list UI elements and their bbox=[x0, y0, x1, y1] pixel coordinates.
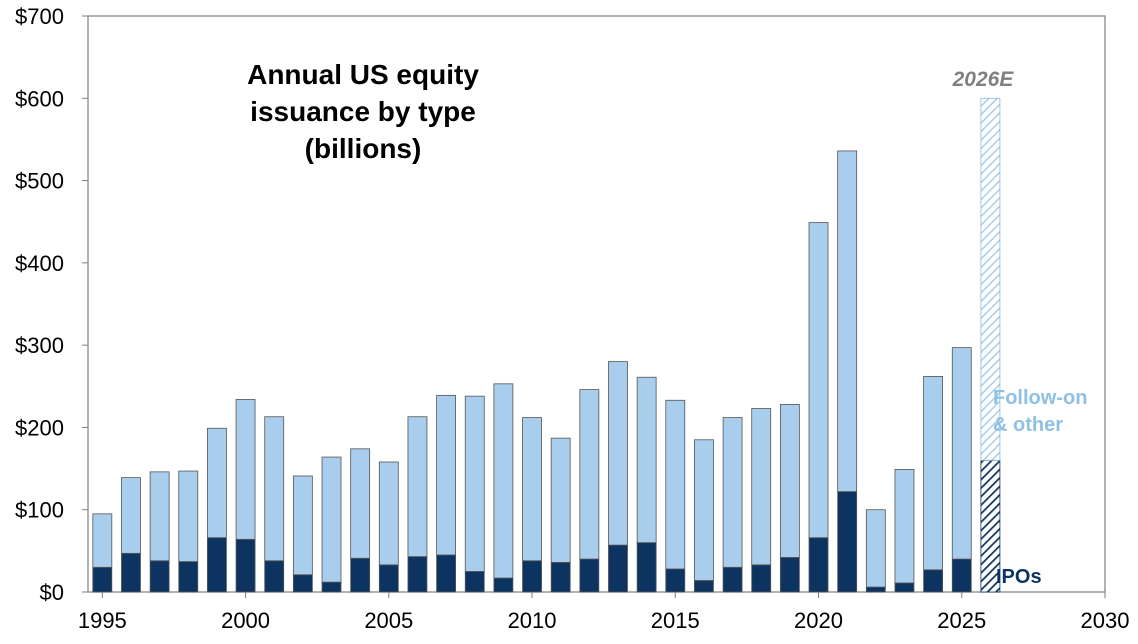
bar-follow-on-2006 bbox=[407, 416, 428, 558]
bar-follow-on-2017 bbox=[722, 417, 743, 568]
y-tick-label: $400 bbox=[15, 251, 64, 276]
bar-ipos-2021 bbox=[837, 491, 858, 593]
x-tick-label: 2025 bbox=[937, 608, 986, 633]
chart-title-line-2: issuance by type bbox=[250, 96, 476, 127]
estimate-label: 2026E bbox=[952, 68, 1015, 91]
y-axis: $0 $100 $200 $300 $400 $500 $600 $700 bbox=[15, 4, 88, 605]
bar-ipos-2015 bbox=[665, 568, 686, 593]
bar-follow-on-2011 bbox=[550, 437, 571, 563]
bar-ipos-2003 bbox=[321, 581, 342, 593]
y-tick-label: $0 bbox=[40, 580, 64, 605]
bar-ipos-2002 bbox=[292, 574, 313, 593]
bar-follow-on-2016 bbox=[694, 439, 714, 581]
bar-ipos-2016 bbox=[694, 580, 714, 593]
bar-follow-on-1997 bbox=[149, 471, 170, 562]
legend-ipos: IPOs bbox=[996, 566, 1042, 588]
bar-ipos-2022 bbox=[865, 586, 886, 593]
bar-follow-on-2024 bbox=[923, 376, 944, 571]
y-tick-label: $500 bbox=[15, 169, 64, 194]
y-tick-label: $300 bbox=[15, 333, 64, 358]
bar-ipos-2000 bbox=[235, 538, 256, 593]
bar-follow-on-2005 bbox=[378, 461, 399, 566]
y-tick-label: $700 bbox=[15, 4, 64, 29]
bar-follow-on-2018 bbox=[751, 408, 772, 566]
bar-follow-on-1996 bbox=[121, 477, 141, 554]
bar-follow-on-1995 bbox=[92, 513, 113, 568]
bar-follow-on-2022 bbox=[865, 509, 886, 588]
bars-group bbox=[92, 97, 1001, 593]
bar-ipos-2011 bbox=[550, 561, 571, 593]
bar-ipos-1998 bbox=[178, 561, 199, 593]
bar-follow-on-2007 bbox=[436, 394, 456, 556]
bar-follow-on-2000 bbox=[235, 399, 256, 540]
bar-ipos-2012 bbox=[579, 558, 600, 593]
bar-follow-on-2004 bbox=[350, 448, 371, 559]
bar-follow-on-2010 bbox=[522, 417, 542, 562]
bar-ipos-2009 bbox=[493, 577, 514, 593]
bar-ipos-2004 bbox=[350, 557, 371, 593]
bar-ipos-1996 bbox=[121, 552, 141, 593]
bar-ipos-1995 bbox=[92, 566, 113, 593]
y-tick-label: $200 bbox=[15, 415, 64, 440]
bar-follow-on-2003 bbox=[321, 456, 342, 583]
x-tick-label: 1995 bbox=[78, 608, 127, 633]
bar-ipos-2025 bbox=[951, 558, 972, 593]
y-tick-label: $600 bbox=[15, 86, 64, 111]
x-axis: 1995 2000 2005 2010 2015 2020 2025 2030 bbox=[78, 592, 1130, 633]
bar-follow-on-2014 bbox=[636, 376, 657, 544]
bar-follow-on-2008 bbox=[464, 395, 485, 572]
bar-follow-on-2019 bbox=[779, 403, 800, 558]
x-tick-label: 2010 bbox=[508, 608, 557, 633]
bar-follow-on-2025 bbox=[951, 347, 972, 560]
bar-ipos-2014 bbox=[636, 542, 657, 593]
bar-ipos-2005 bbox=[378, 564, 399, 593]
bar-ipos-2024 bbox=[923, 569, 944, 593]
x-tick-label: 2000 bbox=[221, 608, 270, 633]
bar-ipos-2018 bbox=[751, 564, 772, 593]
bar-follow-on-1999 bbox=[207, 427, 227, 539]
legend-follow-on-line-1: Follow-on bbox=[993, 387, 1087, 409]
bar-ipos-2008 bbox=[464, 571, 485, 593]
bar-ipos-2006 bbox=[407, 556, 428, 593]
bar-follow-on-2012 bbox=[579, 389, 600, 560]
bar-follow-on-2020 bbox=[808, 222, 829, 539]
chart-title-line-1: Annual US equity bbox=[247, 59, 479, 90]
bar-follow-on-2013 bbox=[608, 361, 628, 546]
bar-follow-on-2023 bbox=[894, 468, 915, 584]
bar-ipos-2020 bbox=[808, 537, 829, 593]
bar-ipos-1999 bbox=[207, 537, 227, 593]
x-tick-label: 2030 bbox=[1081, 608, 1130, 633]
bar-follow-on-2001 bbox=[264, 416, 285, 562]
bar-follow-on-2021 bbox=[837, 150, 858, 493]
bar-ipos-2001 bbox=[264, 560, 285, 593]
bar-ipos-2007 bbox=[436, 554, 456, 593]
bar-follow-on-1998 bbox=[178, 470, 199, 562]
bar-follow-on-2002 bbox=[292, 475, 313, 576]
bar-follow-on-2015 bbox=[665, 399, 686, 570]
chart-title-line-3: (billions) bbox=[305, 133, 422, 164]
legend-follow-on-line-2: & other bbox=[993, 414, 1063, 436]
bar-ipos-2019 bbox=[779, 557, 800, 593]
bar-ipos-2013 bbox=[608, 544, 628, 593]
bar-ipos-2017 bbox=[722, 566, 743, 593]
bar-ipos-2023 bbox=[894, 582, 915, 593]
bar-ipos-2010 bbox=[522, 560, 542, 593]
x-tick-label: 2005 bbox=[364, 608, 413, 633]
bar-follow-on-2009 bbox=[493, 383, 514, 579]
bar-follow-on-2026 bbox=[980, 97, 1001, 461]
x-tick-label: 2020 bbox=[794, 608, 843, 633]
x-tick-label: 2015 bbox=[651, 608, 700, 633]
bar-ipos-1997 bbox=[149, 560, 170, 593]
y-tick-label: $100 bbox=[15, 498, 64, 523]
